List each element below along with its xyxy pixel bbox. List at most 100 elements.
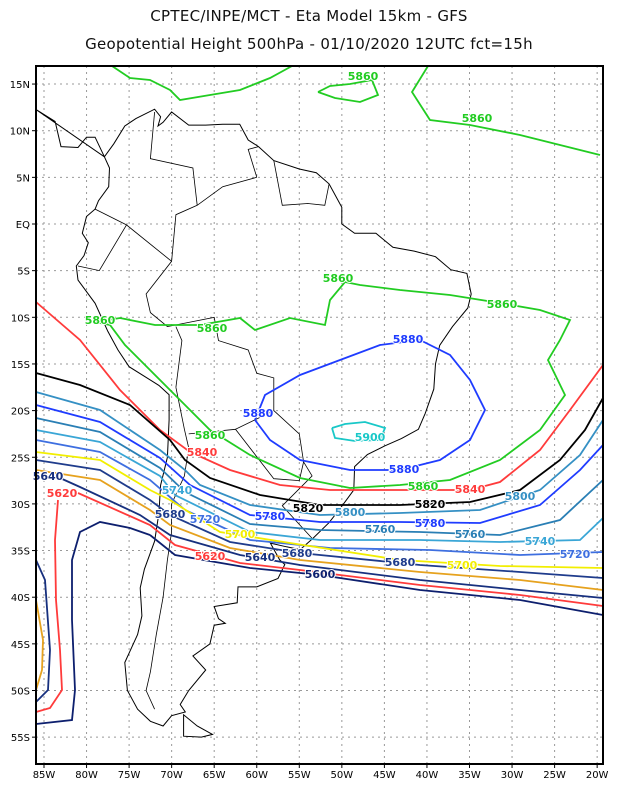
lat-tick-label: 45S (11, 640, 30, 651)
contour-label-5860: 5860 (197, 322, 228, 335)
plot-frame (35, 65, 604, 765)
chart-title: CPTEC/INPE/MCT - Eta Model 15km - GFS (150, 7, 468, 25)
contour-label-5620: 5620 (47, 487, 78, 500)
contour-label-5760: 5760 (365, 523, 396, 536)
contour-5600 (35, 521, 151, 725)
contour-5640 (35, 559, 51, 703)
lon-tick-label: 60W (245, 770, 268, 781)
lat-tick-label: 35S (11, 547, 30, 558)
contour-label-5880: 5880 (243, 407, 274, 420)
contour-5860 (317, 78, 380, 103)
contour-label-5860: 5860 (85, 314, 116, 327)
country-border (273, 160, 330, 206)
lat-tick-label: 5S (17, 267, 30, 278)
lon-tick-label: 30W (501, 770, 524, 781)
lon-tick-label: 50W (331, 770, 354, 781)
contour-5860 (111, 65, 293, 101)
lat-tick-label: 10S (11, 313, 30, 324)
contour-5760 (35, 417, 604, 536)
country-border (234, 410, 304, 482)
country-border (145, 387, 190, 710)
contour-5800 (35, 391, 604, 516)
lon-tick-label: 70W (160, 770, 183, 781)
contour-label-5780: 5780 (415, 517, 446, 530)
country-border (126, 224, 172, 262)
grid-lines (36, 66, 603, 764)
lon-tick-label: 20W (586, 770, 609, 781)
lat-tick-label: 20S (11, 407, 30, 418)
lon-tick-label: 80W (75, 770, 98, 781)
lat-tick-label: 5N (16, 173, 30, 184)
contour-5860 (410, 65, 601, 156)
contour-label-5860: 5860 (462, 112, 493, 125)
country-border (77, 224, 127, 272)
contour-5720 (35, 439, 604, 556)
contour-label-5740: 5740 (525, 535, 556, 548)
contour-5840 (35, 301, 604, 491)
contour-label-5800: 5800 (335, 506, 366, 519)
contour-label-5760: 5760 (455, 528, 486, 541)
lon-tick-label: 35W (458, 770, 481, 781)
country-border (94, 208, 127, 226)
contour-5880 (254, 339, 487, 471)
contour-5820 (35, 372, 604, 506)
contour-label-5640: 5640 (33, 470, 64, 483)
contour-5860 (94, 281, 572, 489)
contour-5900 (331, 421, 387, 442)
lon-tick-label: 45W (373, 770, 396, 781)
contour-label-5900: 5900 (355, 431, 386, 444)
contour-label-5600: 5600 (305, 568, 336, 581)
contour-label-5820: 5820 (415, 498, 446, 511)
contour-5660 (35, 469, 604, 591)
axis-ticks: 85W 80W 75W 70W 65W 60W 55W 50W 45W 40W 35W 30W 25W 2… (10, 80, 609, 781)
lat-tick-label: EQ (16, 220, 30, 231)
country-border (175, 326, 183, 388)
contour-5700 (35, 451, 604, 569)
contour-label-5620: 5620 (195, 550, 226, 563)
lon-tick-label: 65W (203, 770, 226, 781)
country-border (149, 111, 198, 206)
contour-label-5840: 5840 (455, 483, 486, 496)
lat-tick-label: 15S (11, 360, 30, 371)
contour-label-5780: 5780 (255, 510, 286, 523)
contour-5600 (149, 534, 604, 616)
contour-label-5640: 5640 (245, 551, 276, 564)
lat-tick-label: 15N (10, 80, 30, 91)
contour-label-5700: 5700 (447, 559, 478, 572)
lat-tick-label: 40S (11, 593, 30, 604)
lat-tick-label: 25S (11, 453, 30, 464)
contour-5680 (35, 459, 604, 579)
lon-tick-label: 85W (33, 770, 56, 781)
contour-5620 (35, 499, 63, 713)
contour-label-5880: 5880 (389, 463, 420, 476)
south-america-coastline (35, 108, 472, 727)
lon-tick-label: 40W (416, 770, 439, 781)
contour-label-5740: 5740 (162, 484, 193, 497)
contour-label-5860: 5860 (323, 272, 354, 285)
contour-5620 (77, 492, 604, 607)
contour-labels: 5860 5860 5860 5860 5860 5860 5860 5860 5880 5880… (32, 69, 592, 582)
contour-label-5860: 5860 (195, 429, 226, 442)
contour-label-5680: 5680 (282, 547, 313, 560)
contour-label-5720: 5720 (190, 513, 221, 526)
contour-label-5880: 5880 (393, 333, 424, 346)
lat-tick-label: 30S (11, 500, 30, 511)
height-contours (35, 65, 604, 725)
chart-subtitle: Geopotential Height 500hPa - 01/10/2020 … (85, 35, 533, 53)
contour-5660 (35, 599, 44, 691)
contour-label-5720: 5720 (560, 548, 591, 561)
contour-label-5680: 5680 (155, 508, 186, 521)
contour-5780 (35, 404, 604, 524)
lat-tick-label: 10N (10, 127, 30, 138)
contour-label-5860: 5860 (348, 70, 379, 83)
contour-5740 (35, 429, 604, 543)
contour-label-5840: 5840 (187, 446, 218, 459)
contour-label-5860: 5860 (487, 298, 518, 311)
coastlines (35, 108, 472, 738)
lat-tick-label: 50S (11, 687, 30, 698)
contour-label-5800: 5800 (505, 490, 536, 503)
lon-tick-label: 75W (118, 770, 141, 781)
lon-tick-label: 25W (543, 770, 566, 781)
contour-label-5860: 5860 (408, 480, 439, 493)
